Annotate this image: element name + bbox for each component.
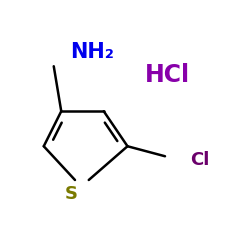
Text: S: S bbox=[65, 185, 78, 203]
Text: HCl: HCl bbox=[145, 63, 190, 87]
Text: Cl: Cl bbox=[190, 151, 210, 169]
Text: NH₂: NH₂ bbox=[70, 42, 114, 62]
